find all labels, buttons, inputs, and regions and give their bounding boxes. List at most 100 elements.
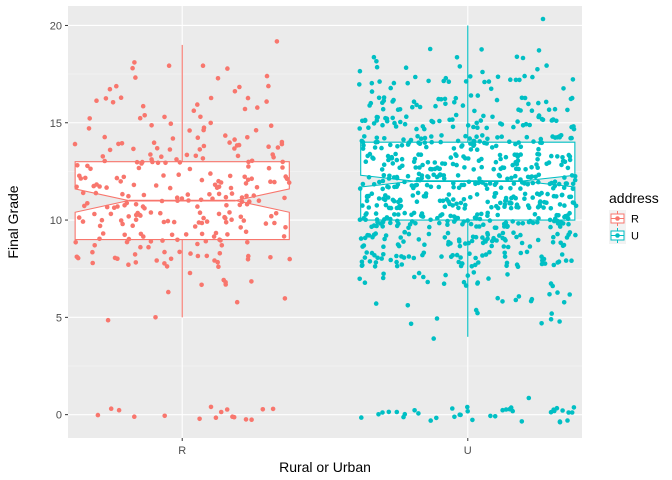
point-U (465, 273, 471, 278)
point-U (366, 233, 372, 238)
point-U (537, 192, 542, 197)
point-R (161, 173, 166, 178)
point-R (94, 182, 99, 187)
point-R (87, 116, 92, 121)
point-U (374, 203, 380, 208)
point-R (286, 180, 292, 185)
point-U (505, 223, 510, 229)
point-U (394, 184, 400, 189)
point-U (406, 140, 412, 145)
point-U (555, 290, 560, 295)
point-U (463, 202, 468, 208)
y-axis-title: Final Grade (5, 185, 21, 258)
point-R (153, 183, 159, 188)
point-U (497, 233, 502, 238)
point-R (148, 239, 154, 244)
point-R (266, 165, 272, 171)
point-R (112, 255, 118, 261)
point-U (376, 196, 382, 201)
point-U (573, 232, 578, 238)
point-R (168, 256, 174, 262)
point-U (468, 221, 474, 227)
point-R (140, 103, 146, 109)
point-U (539, 254, 544, 259)
point-U (402, 179, 407, 185)
point-U (406, 231, 412, 237)
point-R (242, 174, 247, 180)
point-U (503, 407, 509, 412)
legend: address RU (609, 190, 659, 244)
point-U (426, 78, 431, 84)
point-U (461, 197, 467, 202)
point-R (162, 413, 167, 419)
point-U (480, 253, 485, 258)
point-U (427, 224, 432, 230)
point-R (230, 414, 235, 420)
point-R (245, 135, 250, 140)
point-U (463, 241, 468, 246)
point-R (203, 238, 209, 244)
point-U (474, 192, 480, 197)
point-R (238, 214, 244, 220)
point-R (238, 225, 243, 230)
point-U (394, 253, 399, 259)
legend-key-point (615, 233, 620, 238)
point-U (458, 200, 464, 206)
point-U (361, 216, 367, 221)
point-U (483, 252, 489, 257)
point-U (472, 108, 477, 114)
point-U (401, 137, 406, 142)
point-U (526, 395, 532, 401)
point-U (360, 139, 366, 145)
y-tick-label: 5 (56, 312, 62, 324)
point-U (455, 173, 461, 178)
point-U (560, 221, 566, 226)
point-U (372, 145, 378, 150)
point-U (487, 249, 492, 255)
point-R (228, 185, 234, 191)
point-U (494, 238, 499, 243)
point-U (377, 179, 382, 185)
point-U (556, 181, 562, 187)
point-R (223, 194, 229, 200)
point-U (394, 175, 400, 181)
point-U (419, 211, 425, 216)
point-U (494, 97, 500, 103)
point-R (244, 193, 249, 199)
point-R (167, 147, 173, 152)
point-U (366, 175, 372, 180)
point-R (118, 95, 124, 100)
point-U (392, 120, 397, 126)
points (72, 16, 579, 425)
point-U (559, 252, 565, 257)
point-U (502, 236, 507, 242)
point-R (246, 164, 251, 169)
point-U (507, 200, 513, 205)
point-U (367, 103, 372, 108)
point-U (540, 117, 546, 123)
legend-title: address (609, 190, 659, 206)
point-R (100, 154, 106, 159)
point-R (170, 136, 176, 141)
point-R (140, 159, 145, 165)
point-R (218, 180, 224, 185)
point-R (188, 251, 193, 256)
point-U (555, 231, 560, 237)
point-U (433, 103, 438, 109)
point-U (431, 172, 437, 178)
point-U (526, 205, 532, 211)
point-U (385, 195, 391, 200)
point-R (116, 407, 122, 413)
point-U (503, 195, 509, 201)
point-R (110, 100, 116, 105)
point-U (366, 205, 372, 210)
point-U (536, 152, 542, 157)
point-U (452, 414, 457, 420)
point-U (570, 181, 576, 187)
point-U (370, 234, 375, 240)
point-U (481, 222, 486, 227)
point-U (371, 121, 377, 126)
point-R (198, 197, 204, 203)
point-R (107, 86, 113, 92)
point-R (264, 73, 270, 79)
